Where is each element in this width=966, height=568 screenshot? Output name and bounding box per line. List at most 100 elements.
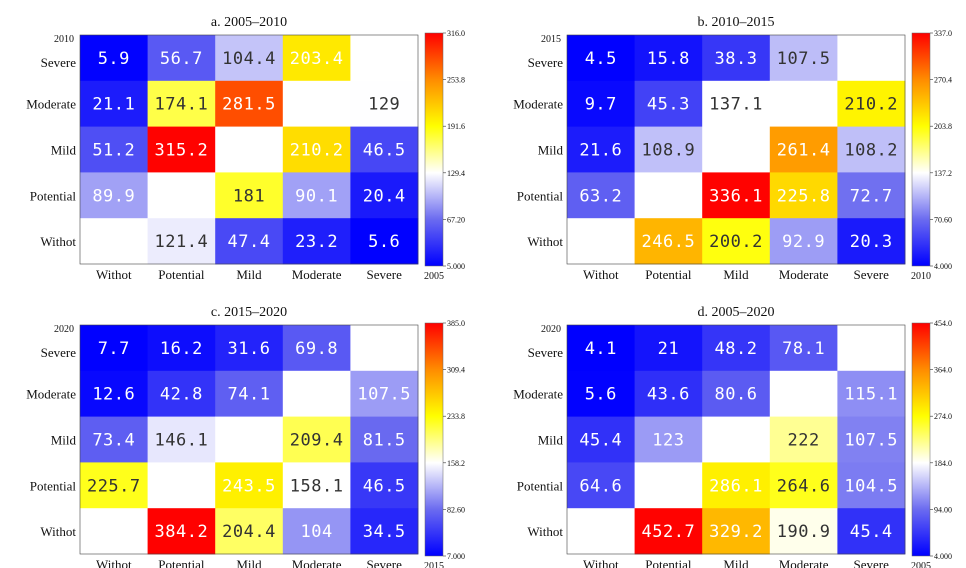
x-tick-label: Potential (158, 557, 205, 568)
heatmap-cell (350, 462, 419, 509)
x-tick-label: Withot (583, 267, 619, 282)
heatmap-cell (634, 370, 703, 417)
panel-title: b. 2010–2015 (698, 15, 775, 30)
heatmap-cell (80, 126, 148, 173)
heatmap-cell (80, 172, 148, 219)
heatmap-cell (769, 35, 838, 82)
heatmap-cell (567, 416, 635, 463)
heatmap-cell-value: 210.2 (844, 95, 898, 115)
heatmap-cell-value: 15.8 (647, 49, 690, 69)
heatmap-cell (147, 80, 216, 127)
panel-title: c. 2015–2020 (211, 305, 287, 320)
heatmap-cell (567, 80, 635, 127)
heatmap-cell-value: 452.7 (642, 522, 696, 542)
colorbar-tick-label: 337.0 (934, 29, 952, 38)
y-tick-label: Mild (538, 143, 564, 158)
y-tick-label: Moderate (513, 97, 563, 112)
heatmap-cell-value: 51.2 (92, 141, 135, 161)
heatmap-cell-value: 329.2 (709, 522, 763, 542)
heatmap-cell (147, 126, 216, 173)
heatmap-cell-value: 121.4 (155, 232, 209, 252)
heatmap-cell (147, 370, 216, 417)
heatmap-cell (147, 325, 216, 372)
x-tick-label: Withot (583, 557, 619, 568)
x-tick-label: Potential (645, 557, 692, 568)
colorbar-tick-label: 5.000 (447, 262, 465, 271)
heatmap-cell-value: 108.9 (642, 141, 696, 161)
heatmap-cell-value: 210.2 (290, 141, 344, 161)
heatmap-cell (702, 462, 771, 509)
heatmap-cell-value: 4.1 (585, 339, 617, 359)
colorbar-tick-label: 270.4 (934, 76, 952, 85)
heatmap-cell (215, 462, 284, 509)
colorbar-tick-label: 454.0 (934, 319, 952, 328)
heatmap-cell (282, 35, 351, 82)
colorbar (424, 322, 444, 557)
heatmap-cell-value: 4.5 (585, 49, 617, 69)
heatmap-cell-value: 78.1 (782, 339, 825, 359)
colorbar-tick-label: 70.60 (934, 215, 952, 224)
x-tick-label: Mild (236, 267, 262, 282)
y-axis-year-label: 2020 (54, 324, 74, 335)
x-tick-label: Severe (367, 267, 403, 282)
colorbar-tick-label: 364.0 (934, 366, 952, 375)
heatmap-cell (702, 218, 771, 265)
heatmap-cell-value: 45.4 (850, 522, 893, 542)
heatmap-cell (634, 35, 703, 82)
heatmap-cell-value: 74.1 (228, 385, 271, 405)
heatmap-cell-value: 104.4 (222, 49, 276, 69)
heatmap-cell (80, 462, 148, 509)
heatmap-cell-value: 225.8 (777, 186, 831, 206)
heatmap-cell (350, 218, 419, 265)
heatmap-cell (837, 80, 906, 127)
heatmap-cell-value: 108.2 (844, 141, 898, 161)
heatmap-cell (147, 508, 216, 555)
x-tick-label: Moderate (779, 557, 829, 568)
heatmap-cell-empty (215, 126, 284, 173)
y-tick-label: Potential (517, 478, 564, 493)
heatmap-frame (566, 324, 906, 555)
heatmap-cell (634, 126, 703, 173)
heatmap-svg: d. 2005–2020 2020 4.1 21 48.2 78.1 5.6 43.6 80.6… (513, 305, 952, 568)
heatmap-cell-value: 181 (233, 186, 265, 206)
heatmap-cell-empty (567, 218, 635, 265)
heatmap-cell-value: 107.5 (777, 49, 831, 69)
colorbar-tick-label: 309.4 (447, 366, 465, 375)
heatmap-cell-empty (350, 35, 419, 82)
heatmap-frame (79, 324, 419, 555)
colorbar (911, 322, 931, 557)
y-tick-label: Mild (51, 143, 77, 158)
heatmap-panel-4: d. 2005–2020 2020 4.1 21 48.2 78.1 5.6 43.6 80.6… (497, 298, 962, 568)
heatmap-cell-empty (350, 325, 419, 372)
y-tick-label: Withot (40, 234, 76, 249)
y-tick-label: Severe (528, 55, 564, 70)
heatmap-cell (634, 80, 703, 127)
colorbar-tick-label: 7.000 (447, 552, 465, 561)
heatmap-cell (147, 416, 216, 463)
heatmap-cell-value: 90.1 (295, 186, 338, 206)
heatmap-cell-empty (837, 325, 906, 372)
heatmap-cell-value: 264.6 (777, 476, 831, 496)
heatmap-cell (837, 370, 906, 417)
heatmap-cell (702, 35, 771, 82)
heatmap-cell-empty (80, 218, 148, 265)
heatmap-cell (80, 35, 148, 82)
heatmap-cell-empty (80, 508, 148, 555)
heatmap-cell (147, 35, 216, 82)
colorbar-tick-label: 316.0 (447, 29, 465, 38)
y-axis-year-label: 2020 (541, 324, 561, 335)
heatmap-cell-empty (147, 172, 216, 219)
heatmap-cell-value: 20.4 (363, 186, 406, 206)
heatmap-cell-value: 104 (300, 522, 332, 542)
heatmap-cell (215, 370, 284, 417)
heatmap-cell (837, 218, 906, 265)
heatmap-cell (282, 325, 351, 372)
heatmap-cell-value: 7.7 (98, 339, 130, 359)
heatmap-cell-value: 80.6 (715, 385, 758, 405)
heatmap-cell-value: 89.9 (92, 186, 135, 206)
heatmap-cell (634, 416, 703, 463)
heatmap-cell-value: 384.2 (155, 522, 209, 542)
y-tick-label: Mild (538, 433, 564, 448)
heatmap-cell-value: 56.7 (160, 49, 203, 69)
heatmap-cell-value: 45.4 (579, 431, 622, 451)
